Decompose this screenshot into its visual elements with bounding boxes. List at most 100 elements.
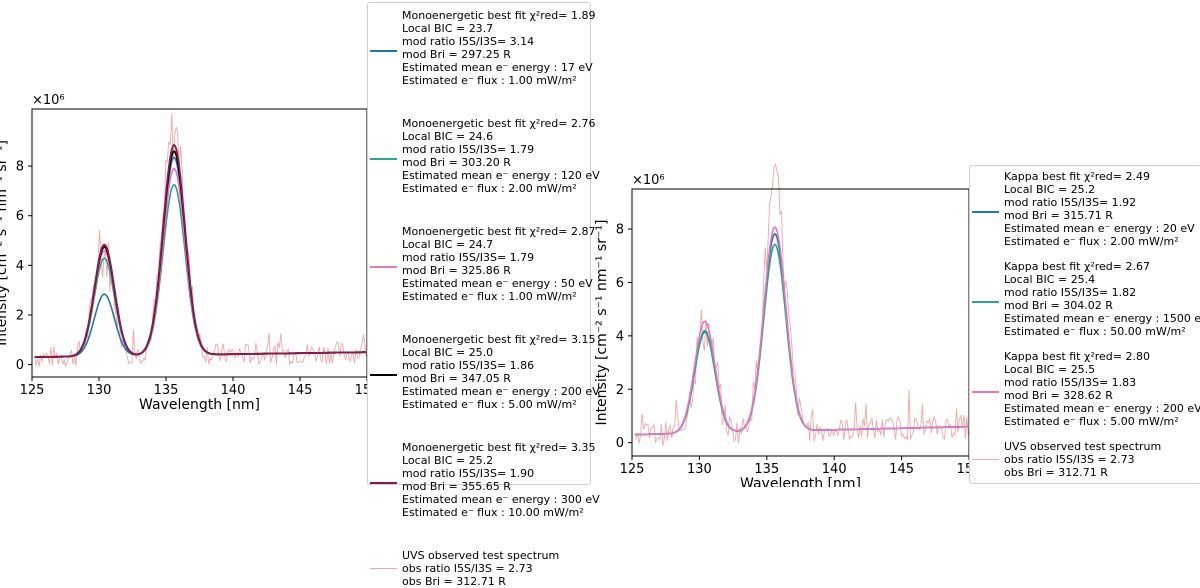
right-legend: Kappa best fit χ²red= 2.49 Local BIC = 25… bbox=[969, 165, 1200, 484]
legend-line: Kappa best fit χ²red= 2.49 bbox=[1004, 170, 1150, 183]
x-tick-label: 145 bbox=[288, 383, 313, 398]
left-x-axis-label: Wavelength [nm] bbox=[139, 397, 260, 413]
legend-line: Local BIC = 25.5 bbox=[1004, 363, 1096, 376]
legend-line: Estimated e⁻ flux : 1.00 mW/m² bbox=[402, 74, 577, 87]
legend-line: Estimated mean e⁻ energy : 300 eV bbox=[402, 493, 600, 506]
fit-curve-1 bbox=[34, 156, 366, 358]
legend-line: mod ratio I5S/I3S= 1.92 bbox=[1004, 196, 1137, 209]
y-tick-label: 8 bbox=[16, 160, 24, 175]
y-tick-label: 6 bbox=[16, 209, 24, 224]
right-fit-curves-layer bbox=[634, 226, 968, 436]
fit-curve-3 bbox=[634, 226, 968, 436]
legend-line: Estimated e⁻ flux : 2.00 mW/m² bbox=[1004, 235, 1179, 248]
legend-line: mod Bri = 315.71 R bbox=[1004, 209, 1113, 222]
y-tick-label: 4 bbox=[616, 329, 624, 344]
left-fit-curves-layer bbox=[34, 143, 366, 359]
legend-line: mod ratio I5S/I3S= 1.83 bbox=[1004, 376, 1137, 389]
legend-line: Local BIC = 25.4 bbox=[1004, 273, 1096, 286]
figure-canvas: 12513013514014515002468 ×10⁶ Wavelength … bbox=[0, 93, 1049, 487]
left-axis-ticks: 12513013514014515002468 bbox=[16, 160, 380, 398]
legend-line: Monoenergetic best fit χ²red= 1.89 bbox=[402, 9, 596, 22]
legend-entry-2: Monoenergetic best fit χ²red= 2.76 Local … bbox=[368, 117, 600, 195]
legend-entry-1: Monoenergetic best fit χ²red= 1.89 Local … bbox=[368, 9, 596, 87]
y-tick-label: 2 bbox=[16, 308, 24, 323]
left-legend: Monoenergetic best fit χ²red= 1.89 Local … bbox=[367, 2, 600, 588]
legend-line: UVS observed test spectrum bbox=[1004, 440, 1162, 453]
legend-line: Estimated e⁻ flux : 10.00 mW/m² bbox=[402, 506, 584, 519]
legend-line: Estimated mean e⁻ energy : 120 eV bbox=[402, 169, 600, 182]
x-tick-label: 125 bbox=[20, 383, 45, 398]
legend-entry-2: Kappa best fit χ²red= 2.67 Local BIC = 25… bbox=[970, 260, 1200, 338]
left-plot-frame bbox=[31, 108, 368, 378]
legend-line: Estimated e⁻ flux : 2.00 mW/m² bbox=[402, 182, 577, 195]
right-observed-spectrum-layer bbox=[634, 163, 969, 446]
legend-swatch bbox=[972, 391, 999, 393]
legend-entry-3: Monoenergetic best fit χ²red= 2.87 Local … bbox=[368, 225, 596, 303]
legend-line: Estimated e⁻ flux : 5.00 mW/m² bbox=[1004, 415, 1179, 428]
fit-curve-5 bbox=[34, 143, 366, 359]
legend-swatch bbox=[370, 158, 397, 160]
y-tick-label: 0 bbox=[16, 358, 24, 373]
y-tick-label: 8 bbox=[616, 223, 624, 238]
legend-entry-1: Kappa best fit χ²red= 2.49 Local BIC = 25… bbox=[970, 170, 1200, 248]
legend-line: obs Bri = 312.71 R bbox=[1004, 466, 1108, 479]
y-tick-label: 0 bbox=[616, 436, 624, 451]
legend-line: Kappa best fit χ²red= 2.67 bbox=[1004, 260, 1150, 273]
legend-line: Kappa best fit χ²red= 2.80 bbox=[1004, 350, 1150, 363]
right-x-axis-label: Wavelength [nm] bbox=[740, 476, 861, 487]
left-observed-spectrum-layer bbox=[34, 113, 367, 368]
fit-curve-4 bbox=[34, 149, 366, 359]
legend-entry-4: UVS observed test spectrum obs ratio I5S/… bbox=[970, 440, 1200, 479]
legend-entry-4: Monoenergetic best fit χ²red= 3.15 Local … bbox=[368, 333, 600, 411]
legend-swatch bbox=[370, 50, 397, 52]
legend-line: mod Bri = 325.86 R bbox=[402, 264, 511, 277]
left-y-axis-label: Intensity [cm⁻² s⁻¹ nm⁻¹ sr⁻¹] bbox=[0, 140, 10, 346]
legend-line: Local BIC = 25.2 bbox=[402, 454, 494, 467]
legend-line: Estimated mean e⁻ energy : 20 eV bbox=[1004, 222, 1195, 235]
legend-line: mod ratio I5S/I3S= 3.14 bbox=[402, 35, 535, 48]
legend-line: obs ratio I5S/I3S = 2.73 bbox=[402, 562, 533, 575]
legend-line: mod Bri = 304.02 R bbox=[1004, 299, 1113, 312]
legend-line: obs Bri = 312.71 R bbox=[402, 575, 506, 588]
legend-entry-5: Monoenergetic best fit χ²red= 3.35 Local … bbox=[368, 441, 600, 519]
legend-line: mod ratio I5S/I3S= 1.79 bbox=[402, 143, 535, 156]
legend-entry-6: UVS observed test spectrum obs ratio I5S/… bbox=[368, 549, 590, 588]
legend-swatch bbox=[370, 266, 397, 268]
legend-line: Estimated mean e⁻ energy : 1500 eV bbox=[1004, 312, 1200, 325]
left-y-offset-label: ×10⁶ bbox=[32, 93, 65, 108]
observed-spectrum-line bbox=[34, 113, 367, 368]
legend-line: Local BIC = 24.6 bbox=[402, 130, 494, 143]
legend-line: Local BIC = 25.2 bbox=[1004, 183, 1096, 196]
x-tick-label: 130 bbox=[687, 462, 712, 477]
legend-line: mod Bri = 328.62 R bbox=[1004, 389, 1113, 402]
observed-spectrum-line bbox=[634, 163, 969, 446]
legend-line: Monoenergetic best fit χ²red= 2.87 bbox=[402, 225, 596, 238]
x-tick-label: 135 bbox=[754, 462, 779, 477]
legend-line: mod Bri = 347.05 R bbox=[402, 372, 511, 385]
x-tick-label: 135 bbox=[154, 383, 179, 398]
legend-line: obs ratio I5S/I3S = 2.73 bbox=[1004, 453, 1135, 466]
x-tick-label: 140 bbox=[822, 462, 847, 477]
fit-curve-3 bbox=[34, 167, 366, 358]
legend-line: mod ratio I5S/I3S= 1.79 bbox=[402, 251, 535, 264]
legend-swatch bbox=[972, 211, 999, 213]
legend-line: Estimated e⁻ flux : 1.00 mW/m² bbox=[402, 290, 577, 303]
legend-line: Estimated mean e⁻ energy : 17 eV bbox=[402, 61, 593, 74]
legend-line: Estimated e⁻ flux : 50.00 mW/m² bbox=[1004, 325, 1186, 338]
x-tick-label: 125 bbox=[620, 462, 645, 477]
legend-line: Estimated e⁻ flux : 5.00 mW/m² bbox=[402, 398, 577, 411]
legend-line: mod Bri = 303.20 R bbox=[402, 156, 511, 169]
legend-swatch bbox=[972, 301, 999, 303]
y-tick-label: 4 bbox=[16, 259, 24, 274]
fit-curve-2 bbox=[634, 243, 968, 436]
legend-line: Local BIC = 23.7 bbox=[402, 22, 494, 35]
legend-swatch bbox=[370, 482, 397, 484]
x-tick-label: 140 bbox=[221, 383, 246, 398]
right-y-offset-label: ×10⁶ bbox=[632, 173, 665, 188]
legend-line: mod Bri = 297.25 R bbox=[402, 48, 511, 61]
fit-curve-2 bbox=[34, 183, 366, 358]
legend-swatch bbox=[370, 374, 397, 376]
legend-line: Estimated mean e⁻ energy : 200 eV bbox=[402, 385, 600, 398]
fit-curve-1 bbox=[634, 232, 968, 436]
y-tick-label: 6 bbox=[616, 276, 624, 291]
